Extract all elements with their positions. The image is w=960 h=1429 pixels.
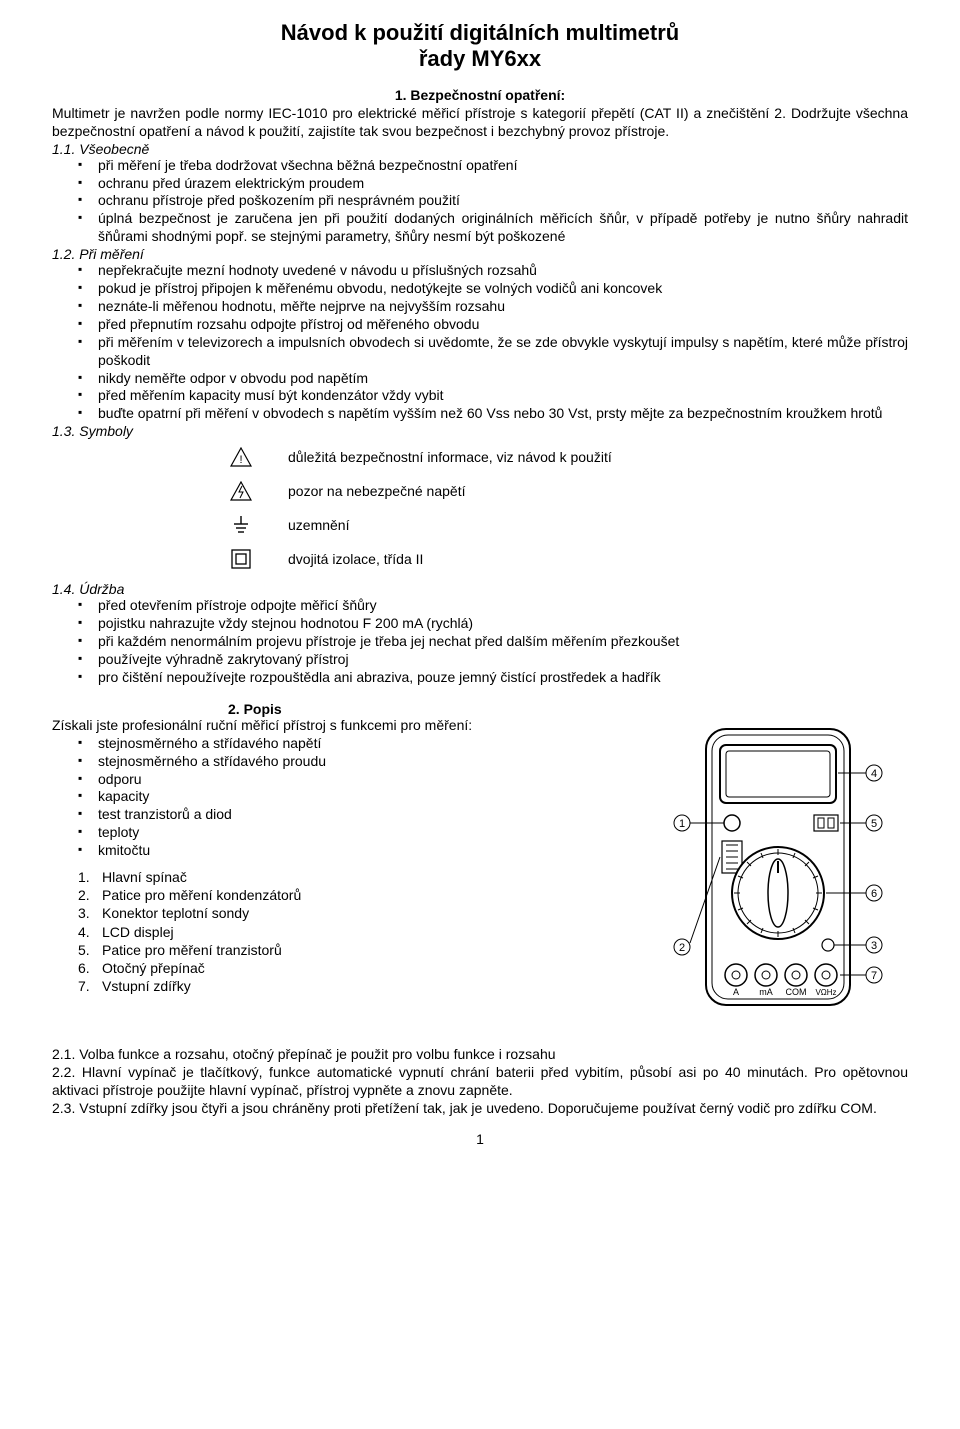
note-2-3: 2.3. Vstupní zdířky jsou čtyři a jsou ch… <box>52 1100 908 1118</box>
list-item: 7.Vstupní zdířky <box>78 977 628 995</box>
list-item: při každém nenormálním projevu přístroje… <box>78 633 908 651</box>
svg-text:2: 2 <box>679 942 685 954</box>
section-2-body: Získali jste profesionální ruční měřicí … <box>52 717 908 1028</box>
list-item: 3.Konektor teplotní sondy <box>78 904 628 922</box>
jack-label-vohz: VΩHz <box>815 988 836 997</box>
section-1-4-heading: 1.4. Údržba <box>52 581 908 597</box>
jack-label-ma: mA <box>759 987 773 997</box>
list-item: stejnosměrného a střídavého proudu <box>78 753 628 771</box>
list-item: teploty <box>78 824 628 842</box>
symbol-text: dvojitá izolace, třída II <box>288 551 423 567</box>
list-item: pro čištění nepoužívejte rozpouštědla an… <box>78 669 908 687</box>
list-item: kapacity <box>78 788 628 806</box>
symbol-text: pozor na nebezpečné napětí <box>288 483 465 499</box>
list-item: nikdy neměřte odpor v obvodu pod napětím <box>78 370 908 388</box>
list-item: úplná bezpečnost je zaručena jen při pou… <box>78 210 908 246</box>
list-item: před otevřením přístroje odpojte měřicí … <box>78 597 908 615</box>
section-2-parts: 1.Hlavní spínač 2.Patice pro měření kond… <box>78 868 628 995</box>
svg-text:5: 5 <box>871 818 877 830</box>
symbols-block: ! důležitá bezpečnostní informace, viz n… <box>228 445 908 571</box>
page-root: Návod k použití digitálních multimetrů ř… <box>0 0 960 1177</box>
list-item: ochranu přístroje před poškozením při ne… <box>78 192 908 210</box>
list-item: kmitočtu <box>78 842 628 860</box>
section-1-1-heading: 1.1. Všeobecně <box>52 141 908 157</box>
section-2-features: stejnosměrného a střídavého napětí stejn… <box>78 735 628 860</box>
symbol-row-warning: ! důležitá bezpečnostní informace, viz n… <box>228 445 908 469</box>
svg-text:3: 3 <box>871 940 877 952</box>
svg-text:4: 4 <box>871 768 877 780</box>
multimeter-diagram: A mA COM VΩHz 1 2 3 4 5 6 7 <box>648 717 908 1028</box>
section-1-intro: Multimetr je navržen podle normy IEC-101… <box>52 105 908 141</box>
list-item: pojistku nahrazujte vždy stejnou hodnoto… <box>78 615 908 633</box>
list-item: odporu <box>78 771 628 789</box>
list-item: před přepnutím rozsahu odpojte přístroj … <box>78 316 908 334</box>
section-1-3-heading: 1.3. Symboly <box>52 423 908 439</box>
symbol-text: důležitá bezpečnostní informace, viz náv… <box>288 449 612 465</box>
section-1-2-list: nepřekračujte mezní hodnoty uvedené v ná… <box>78 262 908 423</box>
svg-text:1: 1 <box>679 818 685 830</box>
ground-icon <box>228 513 254 537</box>
list-item: před měřením kapacity musí být kondenzát… <box>78 387 908 405</box>
section-2-intro: Získali jste profesionální ruční měřicí … <box>52 717 628 735</box>
section-2-notes: 2.1. Volba funkce a rozsahu, otočný přep… <box>52 1046 908 1118</box>
svg-text:7: 7 <box>871 970 877 982</box>
symbol-text: uzemnění <box>288 517 349 533</box>
list-item: neznáte-li měřenou hodnotu, měřte nejprv… <box>78 298 908 316</box>
list-item: při měřením v televizorech a impulsních … <box>78 334 908 370</box>
title-line-1: Návod k použití digitálních multimetrů <box>52 20 908 46</box>
section-1-1-list: při měření je třeba dodržovat všechna bě… <box>78 157 908 247</box>
list-item: 1.Hlavní spínač <box>78 868 628 886</box>
section-2-heading: 2. Popis <box>228 701 908 717</box>
multimeter-svg: A mA COM VΩHz 1 2 3 4 5 6 7 <box>658 723 898 1023</box>
symbol-row-ground: uzemnění <box>228 513 908 537</box>
note-2-1: 2.1. Volba funkce a rozsahu, otočný přep… <box>52 1046 908 1064</box>
jack-label-com: COM <box>786 987 807 997</box>
section-1-heading: 1. Bezpečnostní opatření: <box>52 87 908 103</box>
list-item: stejnosměrného a střídavého napětí <box>78 735 628 753</box>
warning-triangle-icon: ! <box>228 445 254 469</box>
list-item: při měření je třeba dodržovat všechna bě… <box>78 157 908 175</box>
list-item: 2.Patice pro měření kondenzátorů <box>78 886 628 904</box>
jack-label-a: A <box>733 987 739 997</box>
list-item: pokud je přístroj připojen k měřenému ob… <box>78 280 908 298</box>
list-item: 4.LCD displej <box>78 923 628 941</box>
list-item: 6.Otočný přepínač <box>78 959 628 977</box>
document-title: Návod k použití digitálních multimetrů ř… <box>52 20 908 73</box>
list-item: používejte výhradně zakrytovaný přístroj <box>78 651 908 669</box>
hv-triangle-icon <box>228 479 254 503</box>
list-item: 5.Patice pro měření tranzistorů <box>78 941 628 959</box>
title-line-2: řady MY6xx <box>52 46 908 72</box>
exclamation-glyph: ! <box>239 454 242 466</box>
page-number: 1 <box>52 1131 908 1147</box>
list-item: test tranzistorů a diod <box>78 806 628 824</box>
list-item: ochranu před úrazem elektrickým proudem <box>78 175 908 193</box>
symbol-row-double-ins: dvojitá izolace, třída II <box>228 547 908 571</box>
list-item: buďte opatrní při měření v obvodech s na… <box>78 405 908 423</box>
section-1-2-heading: 1.2. Při měření <box>52 246 908 262</box>
svg-text:6: 6 <box>871 888 877 900</box>
symbol-row-hv: pozor na nebezpečné napětí <box>228 479 908 503</box>
note-2-2: 2.2. Hlavní vypínač je tlačítkový, funkc… <box>52 1064 908 1100</box>
section-1-4-list: před otevřením přístroje odpojte měřicí … <box>78 597 908 687</box>
double-insulation-icon <box>228 547 254 571</box>
section-2-left: Získali jste profesionální ruční měřicí … <box>52 717 628 996</box>
list-item: nepřekračujte mezní hodnoty uvedené v ná… <box>78 262 908 280</box>
